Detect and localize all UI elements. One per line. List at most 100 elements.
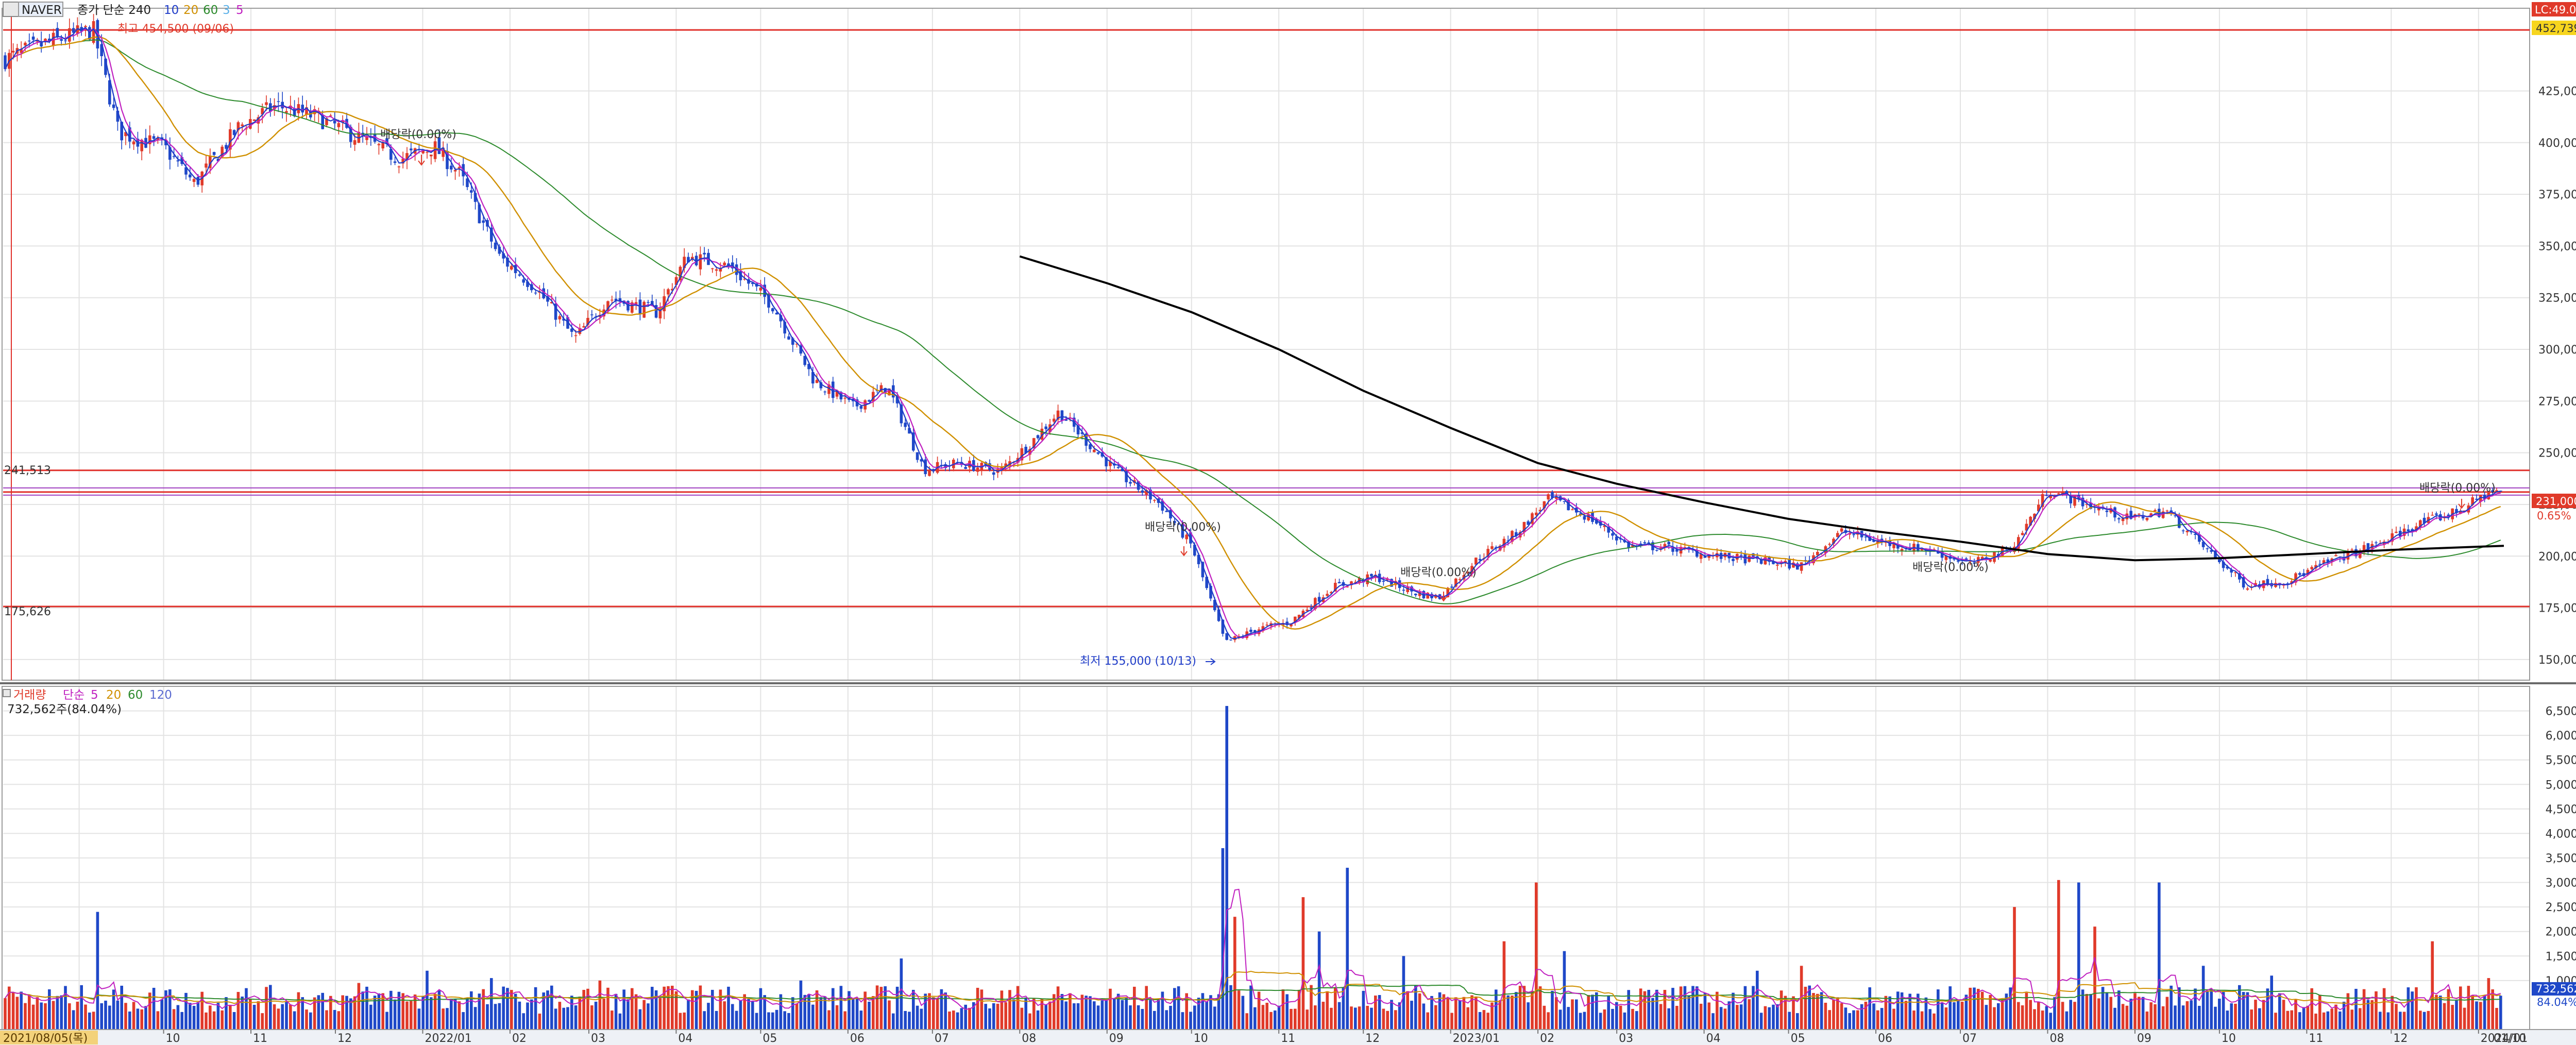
candle-down xyxy=(1627,541,1630,548)
candle-down xyxy=(1478,559,1482,561)
volume-bar xyxy=(892,1013,895,1030)
volume-bar xyxy=(433,993,437,1030)
volume-bar xyxy=(582,990,585,1030)
top-price-badge xyxy=(2532,21,2576,35)
price-axis[interactable]: 150,000175,000200,000225,000250,000275,0… xyxy=(2538,85,2576,666)
volume-tick-label: 5,500K xyxy=(2546,754,2576,767)
volume-bar xyxy=(413,995,417,1030)
volume-bar xyxy=(205,1012,208,1030)
volume-ma5-line xyxy=(5,888,2501,1010)
volume-bar xyxy=(112,989,115,1030)
candle-up xyxy=(679,266,682,281)
volume-bar xyxy=(1719,1007,1723,1030)
candle-down xyxy=(1691,549,1694,551)
time-tick-label: 09 xyxy=(1109,1032,1124,1045)
volume-bar xyxy=(763,995,766,1030)
volume-bar xyxy=(168,989,172,1030)
time-tick-label: 10 xyxy=(166,1032,180,1045)
volume-bar xyxy=(84,1004,87,1030)
ma-period-3: 3 xyxy=(223,4,230,17)
volume-bar xyxy=(1969,987,1972,1030)
volume-bar xyxy=(1470,995,1473,1030)
volume-bar xyxy=(1237,990,1241,1030)
volume-bar xyxy=(1290,1008,1293,1030)
volume-bar xyxy=(2222,992,2225,1030)
volume-bar xyxy=(2069,1000,2072,1030)
volume-bar xyxy=(221,1010,224,1030)
volume-bar xyxy=(1277,1005,1281,1030)
end-date-label: 01/10 xyxy=(2494,1032,2526,1045)
volume-bar xyxy=(2274,1013,2277,1030)
candle-down xyxy=(28,40,31,42)
time-tick-label: 2022/01 xyxy=(425,1032,471,1045)
volume-bar xyxy=(912,989,915,1030)
candle-up xyxy=(2415,526,2418,531)
volume-bar xyxy=(2391,996,2394,1030)
candle-down xyxy=(1696,550,1699,557)
candle-down xyxy=(1209,585,1212,599)
volume-bar xyxy=(2198,1006,2201,1030)
volume-bar xyxy=(1149,1000,1152,1030)
volume-bar xyxy=(562,1007,565,1030)
candle-down xyxy=(944,464,947,468)
volume-bar xyxy=(1089,996,1092,1030)
candle-up xyxy=(1004,463,1007,467)
candle-down xyxy=(120,122,123,141)
volume-bar xyxy=(888,1000,891,1030)
candle-up xyxy=(699,254,702,269)
volume-bar xyxy=(1792,996,1795,1030)
candle-up xyxy=(2154,510,2157,511)
volume-bar xyxy=(1044,1004,1047,1030)
candle-up xyxy=(1446,587,1449,597)
candle-up xyxy=(1800,562,1803,571)
candle-up xyxy=(381,142,384,149)
candle-down xyxy=(1402,589,1405,591)
candle-up xyxy=(2161,511,2165,518)
candle-up xyxy=(2419,520,2422,528)
candle-up xyxy=(401,159,404,164)
volume-menu-icon[interactable] xyxy=(3,689,11,697)
candle-up xyxy=(1290,623,1293,627)
candle-down xyxy=(2266,579,2269,585)
candle-down xyxy=(293,108,296,116)
volume-bar xyxy=(598,980,602,1030)
volume-bar xyxy=(538,1014,541,1030)
volume-bar xyxy=(2206,991,2209,1030)
candle-up xyxy=(1109,461,1112,466)
volume-bar xyxy=(357,983,361,1030)
symbol-box[interactable] xyxy=(18,2,63,17)
volume-bar xyxy=(2483,996,2486,1030)
pane-menu-icon[interactable] xyxy=(3,2,19,17)
volume-bar xyxy=(868,1001,871,1030)
volume-axis[interactable]: 6,500K 6,000K 5,500K 5,000K 4,500K 4,000K 3,50… xyxy=(2546,705,2576,988)
volume-bar xyxy=(462,1012,465,1030)
candle-up xyxy=(365,136,368,140)
volume-tick-label: 4,500K xyxy=(2546,803,2576,816)
candle-down xyxy=(494,242,497,249)
volume-bar xyxy=(1394,1010,1397,1030)
volume-bar xyxy=(578,997,582,1030)
volume-bar xyxy=(1486,1013,1489,1030)
candle-down xyxy=(694,256,698,265)
time-axis[interactable]: 91011122022/0102030405060708091011122023… xyxy=(78,1030,2528,1045)
volume-bar xyxy=(48,989,51,1030)
volume-bar xyxy=(305,1009,308,1030)
volume-bar xyxy=(309,1012,312,1030)
candle-down xyxy=(1808,560,1811,561)
candle-down xyxy=(301,105,304,113)
candle-down xyxy=(1116,467,1120,468)
volume-bar xyxy=(1836,997,1839,1030)
price-tick-label: 425,000 xyxy=(2538,85,2576,98)
volume-bar xyxy=(2406,987,2410,1030)
candle-down xyxy=(1964,558,1968,561)
volume-bar xyxy=(1354,1007,1357,1030)
volume-bar xyxy=(1743,986,1747,1030)
volume-bar xyxy=(667,986,670,1030)
volume-bar xyxy=(1828,1010,1831,1030)
volume-bar xyxy=(807,994,810,1030)
volume-bar xyxy=(1522,986,1526,1030)
candle-up xyxy=(426,151,429,153)
volume-bar xyxy=(1655,989,1658,1030)
volume-bar xyxy=(2053,997,2056,1030)
